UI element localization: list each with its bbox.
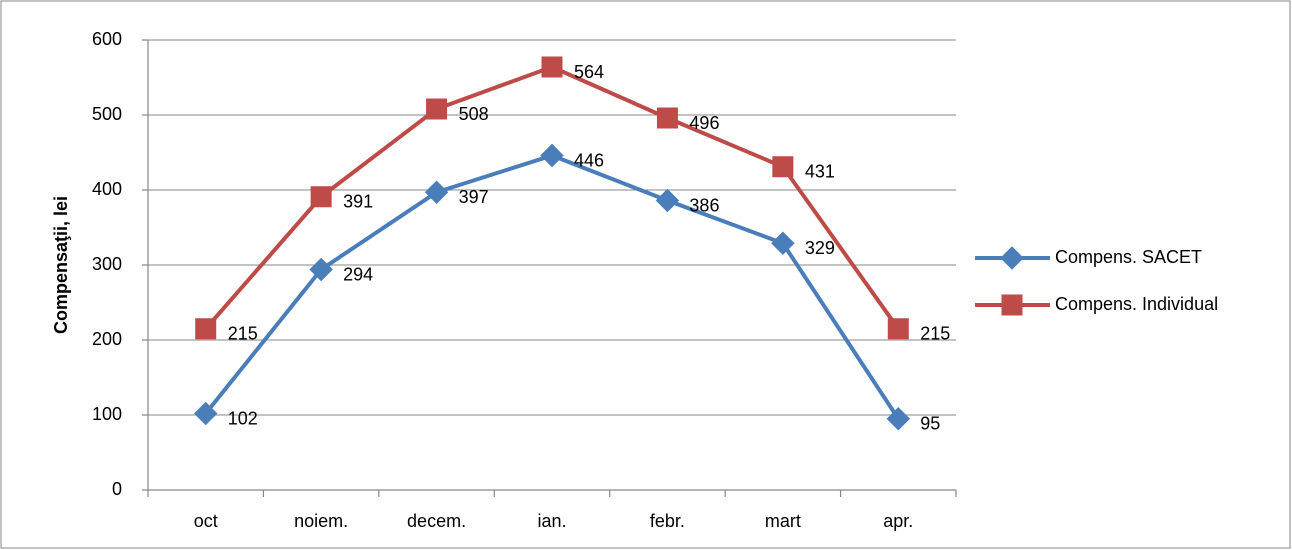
- data-label: 294: [343, 264, 373, 284]
- marker: [655, 188, 680, 213]
- legend-marker: [1000, 246, 1024, 270]
- data-label: 95: [920, 414, 940, 434]
- x-tick-label: mart: [765, 511, 801, 531]
- data-label: 431: [805, 162, 835, 182]
- y-tick-label: 100: [92, 404, 122, 424]
- data-label: 102: [228, 408, 258, 428]
- legend-marker: [1001, 294, 1023, 316]
- y-tick-label: 400: [92, 179, 122, 199]
- y-axis-label: Compensaţii, lei: [51, 196, 71, 334]
- data-label: 564: [574, 62, 604, 82]
- marker: [195, 318, 217, 340]
- x-tick-label: ian.: [537, 511, 566, 531]
- marker: [541, 56, 563, 78]
- marker: [194, 401, 218, 426]
- y-tick-label: 0: [112, 479, 122, 499]
- marker: [771, 231, 795, 255]
- data-label: 496: [689, 113, 719, 133]
- marker: [426, 98, 448, 120]
- marker: [656, 107, 678, 129]
- x-tick-label: febr.: [650, 511, 685, 531]
- legend-label: Compens. Individual: [1055, 294, 1218, 314]
- data-label: 391: [343, 192, 373, 212]
- x-tick-label: decem.: [407, 511, 466, 531]
- data-label: 215: [228, 324, 258, 344]
- y-tick-label: 300: [92, 254, 122, 274]
- x-tick-label: oct: [194, 511, 218, 531]
- x-tick-label: noiem.: [294, 511, 348, 531]
- legend-label: Compens. SACET: [1055, 247, 1202, 267]
- marker: [310, 186, 332, 208]
- marker: [540, 143, 564, 168]
- data-label: 397: [459, 187, 489, 207]
- y-tick-label: 200: [92, 329, 122, 349]
- data-label: 215: [920, 324, 950, 344]
- data-label: 508: [459, 104, 489, 124]
- marker: [772, 156, 794, 178]
- data-label: 329: [805, 238, 835, 258]
- y-tick-label: 500: [92, 104, 122, 124]
- x-tick-label: apr.: [883, 511, 913, 531]
- marker: [424, 180, 449, 204]
- marker: [887, 318, 909, 340]
- y-tick-label: 600: [92, 29, 122, 49]
- marker: [309, 257, 333, 282]
- marker: [886, 407, 910, 431]
- data-label: 446: [574, 150, 604, 170]
- data-label: 386: [689, 195, 719, 215]
